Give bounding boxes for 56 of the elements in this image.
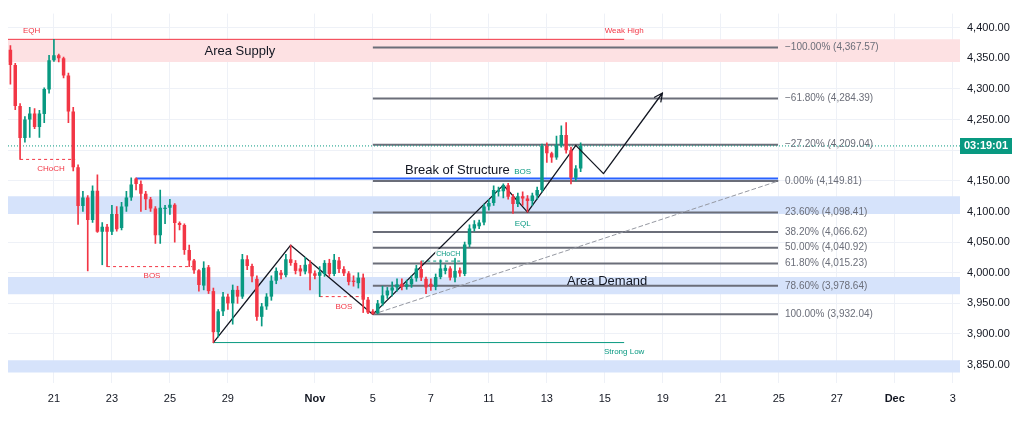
- band-label: Area Supply: [204, 43, 276, 59]
- candlestick: [52, 39, 56, 62]
- candlestick: [317, 266, 322, 297]
- y-tick-label: 4,250.00: [967, 112, 1010, 125]
- ref-line-label: Break of Structure: [405, 162, 510, 178]
- ref-line-label: 0.00% (4,149.81): [785, 174, 862, 186]
- ref-line-label: −27.20% (4,209.04): [785, 138, 874, 150]
- x-tick-label: 25: [163, 391, 177, 404]
- y-tick-label: 4,050.00: [967, 235, 1010, 248]
- y-tick-label: 4,350.00: [967, 51, 1010, 64]
- x-tick-label: 27: [830, 391, 843, 404]
- ref-line-label: 23.60% (4,098.41): [785, 206, 868, 218]
- x-tick-label: Dec: [884, 391, 905, 404]
- y-tick-label: 4,300.00: [967, 81, 1010, 94]
- x-tick-label: 21: [714, 391, 727, 404]
- candlestick: [288, 244, 293, 266]
- x-tick-label: 21: [47, 391, 61, 404]
- x-tick-label: 23: [105, 391, 119, 404]
- annotation: EQL: [514, 218, 532, 228]
- ref-line-label: BOS: [335, 301, 353, 311]
- y-tick-label: 3,950.00: [967, 296, 1010, 309]
- candlestick: [28, 107, 32, 138]
- x-tick-label: 19: [656, 391, 669, 404]
- ref-line-label: Weak High: [604, 25, 644, 35]
- candlestick: [100, 222, 104, 266]
- y-tick-label: 3,850.00: [967, 357, 1010, 370]
- y-tick-label: 4,150.00: [967, 173, 1010, 186]
- text: 03:19:01: [963, 139, 1009, 152]
- x-tick-label: 29: [221, 391, 234, 404]
- candlestick: [168, 198, 172, 215]
- ref-line-label: Strong Low: [603, 346, 645, 356]
- x-tick-label: Nov: [304, 391, 327, 404]
- ref-line-label: 61.80% (4,015.23): [785, 257, 868, 269]
- annotation: BOS: [514, 166, 532, 176]
- y-tick-label: 4,100.00: [967, 204, 1010, 217]
- ref-line-label: BOS: [143, 270, 161, 280]
- ref-line-label: 50.00% (4,040.92): [785, 241, 868, 253]
- x-tick-label: 3: [949, 391, 956, 404]
- y-tick-label: 4,000.00: [967, 265, 1010, 278]
- x-tick-label: 15: [598, 391, 611, 404]
- x-tick-label: 13: [540, 391, 553, 404]
- x-tick-label: 5: [369, 391, 376, 404]
- y-tick-label: 4,400.00: [967, 20, 1010, 33]
- ref-line-label: 100.00% (3,932.04): [785, 308, 873, 320]
- ref-line-label: 38.20% (4,066.62): [785, 225, 868, 237]
- ref-line-label: CHoCH: [37, 163, 66, 173]
- ref-line-label: −100.00% (4,367.57): [785, 41, 879, 53]
- candlestick: [390, 281, 394, 297]
- ref-line-label: 78.60% (3,978.64): [785, 279, 868, 291]
- x-tick-label: 25: [772, 391, 785, 404]
- band-label: Area Demand: [567, 272, 648, 288]
- annotation: EQH: [23, 25, 41, 35]
- y-tick-label: 3,900.00: [967, 327, 1010, 340]
- ref-line-label: −61.80% (4,284.39): [785, 92, 874, 104]
- x-tick-label: 11: [483, 391, 495, 404]
- x-tick-label: 7: [427, 391, 434, 404]
